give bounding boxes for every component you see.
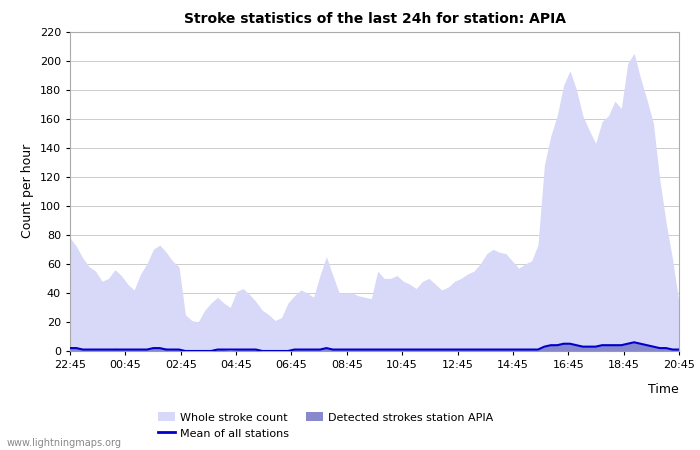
Title: Stroke statistics of the last 24h for station: APIA: Stroke statistics of the last 24h for st…: [183, 12, 566, 26]
Legend: Whole stroke count, Mean of all stations, Detected strokes station APIA: Whole stroke count, Mean of all stations…: [154, 408, 498, 443]
Text: www.lightningmaps.org: www.lightningmaps.org: [7, 438, 122, 448]
Y-axis label: Count per hour: Count per hour: [21, 144, 34, 238]
Text: Time: Time: [648, 383, 679, 396]
